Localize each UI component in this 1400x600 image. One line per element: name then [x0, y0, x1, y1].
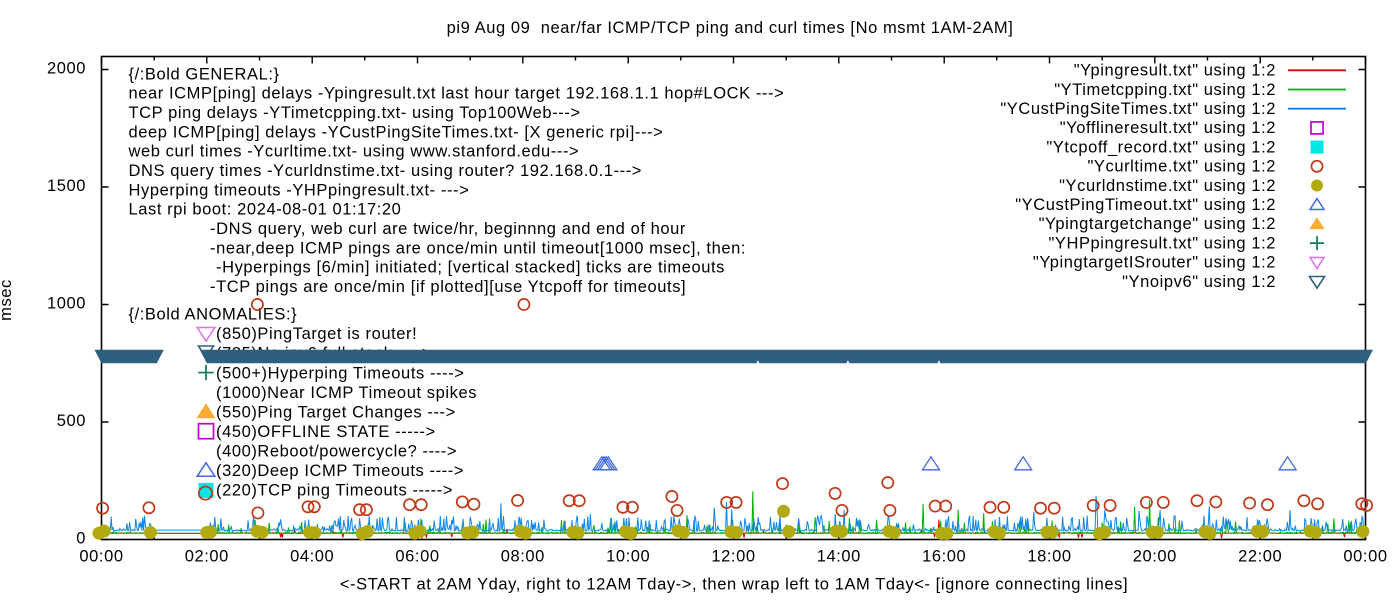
svg-text:Last rpi boot: 2024-08-01 01:1: Last rpi boot: 2024-08-01 01:17:20 — [129, 201, 402, 219]
svg-text:02:00: 02:00 — [185, 548, 229, 566]
svg-text:1000: 1000 — [47, 295, 86, 313]
svg-text:(320)Deep ICMP Timeouts ---->: (320)Deep ICMP Timeouts ----> — [216, 462, 464, 480]
svg-text:(550)Ping Target Changes --->: (550)Ping Target Changes ---> — [216, 403, 456, 421]
svg-text:"Ynoipv6" using 1:2: "Ynoipv6" using 1:2 — [1122, 273, 1276, 291]
svg-text:"YTimetcpping.txt" using 1:2: "YTimetcpping.txt" using 1:2 — [1054, 81, 1276, 99]
svg-text:08:00: 08:00 — [501, 548, 545, 566]
svg-text:-TCP pings are once/min [if pl: -TCP pings are once/min [if plotted][use… — [210, 278, 686, 296]
svg-text:22:00: 22:00 — [1238, 548, 1282, 566]
svg-text:<-START at 2AM Yday, right to: <-START at 2AM Yday, right to 12AM Tday-… — [340, 576, 1128, 594]
svg-text:500: 500 — [57, 412, 86, 430]
svg-text:12:00: 12:00 — [711, 548, 755, 566]
svg-text:16:00: 16:00 — [922, 548, 966, 566]
svg-text:10:00: 10:00 — [606, 548, 650, 566]
svg-text:"YCustPingSiteTimes.txt" using: "YCustPingSiteTimes.txt" using 1:2 — [1000, 100, 1276, 118]
svg-text:20:00: 20:00 — [1133, 548, 1177, 566]
svg-text:{/:Bold ANOMALIES:}: {/:Bold ANOMALIES:} — [129, 306, 298, 324]
svg-text:04:00: 04:00 — [290, 548, 334, 566]
svg-text:18:00: 18:00 — [1027, 548, 1071, 566]
svg-text:pi9 Aug 09 near/far ICMP/TCP: pi9 Aug 09 near/far ICMP/TCP ping and cu… — [447, 19, 1014, 37]
svg-text:00:00: 00:00 — [79, 548, 123, 566]
svg-text:{/:Bold GENERAL:}: {/:Bold GENERAL:} — [129, 65, 280, 83]
svg-text:TCP ping delays -YTimetcpping.: TCP ping delays -YTimetcpping.txt- using… — [129, 104, 581, 122]
svg-text:DNS query times -Ycurldnstime.: DNS query times -Ycurldnstime.txt- using… — [129, 162, 643, 180]
svg-text:-near,deep ICMP pings are once: -near,deep ICMP pings are once/min until… — [210, 239, 746, 257]
svg-text:-DNS query, web curl are twice: -DNS query, web curl are twice/hr, begin… — [210, 220, 686, 238]
svg-text:deep ICMP[ping] delays -YCustP: deep ICMP[ping] delays -YCustPingSiteTim… — [129, 123, 664, 141]
svg-text:"Yofflineresult.txt" using 1:2: "Yofflineresult.txt" using 1:2 — [1060, 119, 1276, 137]
svg-text:"Ycurltime.txt" using 1:2: "Ycurltime.txt" using 1:2 — [1087, 158, 1276, 176]
svg-text:0: 0 — [76, 530, 86, 548]
svg-text:"YCustPingTimeout.txt" using 1: "YCustPingTimeout.txt" using 1:2 — [1015, 196, 1276, 214]
svg-text:(500+)Hyperping Timeouts ---->: (500+)Hyperping Timeouts ----> — [216, 364, 465, 382]
svg-text:"YpingtargetISrouter" using 1:: "YpingtargetISrouter" using 1:2 — [1033, 254, 1276, 272]
svg-text:00:00: 00:00 — [1343, 548, 1387, 566]
svg-text:"Ypingresult.txt" using 1:2: "Ypingresult.txt" using 1:2 — [1074, 62, 1276, 80]
svg-text:1500: 1500 — [47, 177, 86, 195]
svg-text:(400)Reboot/powercycle? ---->: (400)Reboot/powercycle? ----> — [216, 443, 457, 461]
svg-text:06:00: 06:00 — [395, 548, 439, 566]
svg-text:Hyperping timeouts -YHPpingres: Hyperping timeouts -YHPpingresult.txt- -… — [129, 181, 470, 199]
svg-text:(450)OFFLINE STATE ----->: (450)OFFLINE STATE -----> — [216, 423, 436, 441]
svg-text:(1000)Near ICMP Timeout spikes: (1000)Near ICMP Timeout spikes — [216, 384, 477, 402]
svg-text:14:00: 14:00 — [817, 548, 861, 566]
svg-text:2000: 2000 — [47, 60, 86, 78]
svg-text:(220)TCP ping Timeouts ----->: (220)TCP ping Timeouts -----> — [216, 482, 453, 500]
svg-text:-Hyperpings [6/min] initiated;: -Hyperpings [6/min] initiated; [vertical… — [216, 259, 725, 277]
svg-text:(850)PingTarget is router!: (850)PingTarget is router! — [216, 325, 417, 343]
svg-text:"Ypingtargetchange" using 1:2: "Ypingtargetchange" using 1:2 — [1039, 215, 1276, 233]
svg-text:near ICMP[ping] delays -Ypingr: near ICMP[ping] delays -Ypingresult.txt … — [129, 85, 785, 103]
svg-text:"Ycurldnstime.txt" using 1:2: "Ycurldnstime.txt" using 1:2 — [1059, 177, 1276, 195]
svg-text:"YHPpingresult.txt" using 1:2: "YHPpingresult.txt" using 1:2 — [1048, 234, 1276, 252]
svg-text:web curl times -Ycurltime.txt-: web curl times -Ycurltime.txt- using www… — [128, 143, 580, 161]
svg-text:"Ytcpoff_record.txt" using 1:2: "Ytcpoff_record.txt" using 1:2 — [1046, 138, 1276, 156]
svg-text:msec: msec — [0, 279, 15, 321]
